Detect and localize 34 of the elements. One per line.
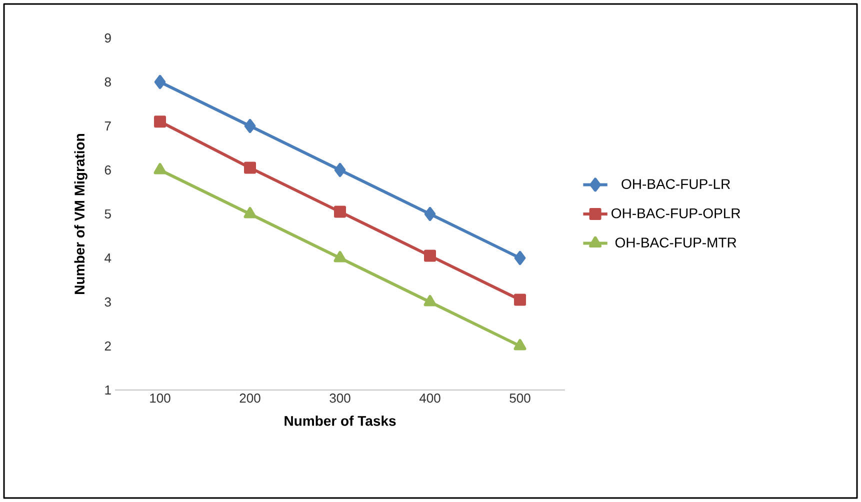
y-tick-label: 3	[104, 297, 111, 307]
y-tick-label: 6	[104, 165, 111, 175]
point	[424, 294, 436, 306]
point	[154, 116, 166, 128]
point	[424, 250, 436, 262]
y-tick-label: 5	[104, 209, 111, 219]
point	[514, 250, 526, 265]
point	[154, 75, 166, 89]
y-tick-label: 2	[104, 341, 111, 351]
y-tick-label: 1	[105, 386, 111, 394]
y-tick-label: 8	[104, 77, 111, 87]
x-tick-label: 500	[510, 394, 530, 403]
point	[334, 206, 346, 218]
legend-label: OH-BAC-FUP-MTR	[615, 238, 736, 248]
point	[244, 206, 256, 218]
point	[244, 119, 256, 133]
point	[334, 250, 346, 262]
point	[154, 162, 166, 174]
legend-label: OH-BAC-FUP-OPLR	[612, 208, 740, 218]
y-axis-title: Number of VM Migration	[74, 134, 88, 294]
x-tick-label: 400	[419, 394, 440, 403]
x-axis-title: Number of Tasks	[284, 416, 396, 426]
point	[514, 294, 526, 306]
y-tick-label: 9	[104, 33, 111, 43]
x-tick-label: 200	[240, 394, 260, 403]
point	[514, 338, 526, 350]
legend-label: OH-BAC-FUP-LR	[622, 179, 730, 189]
y-tick-label: 4	[104, 254, 112, 262]
point	[244, 162, 256, 174]
x-tick-label: 100	[150, 394, 170, 403]
point	[334, 162, 346, 177]
y-tick-label: 7	[104, 122, 111, 130]
point	[424, 206, 436, 221]
x-tick-label: 300	[330, 394, 350, 403]
